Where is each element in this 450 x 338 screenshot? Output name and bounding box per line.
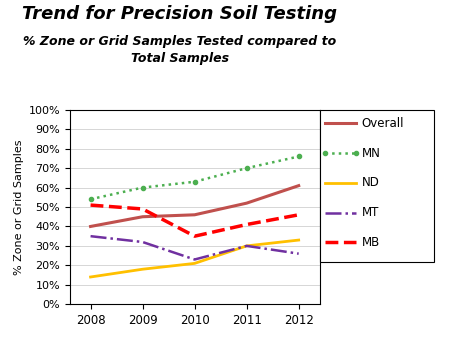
Text: Overall: Overall <box>362 117 404 130</box>
Text: MB: MB <box>362 236 380 249</box>
Y-axis label: % Zone or Grid Samples: % Zone or Grid Samples <box>14 139 24 275</box>
Text: Trend for Precision Soil Testing: Trend for Precision Soil Testing <box>22 5 338 23</box>
Text: MT: MT <box>362 206 379 219</box>
Text: MN: MN <box>362 147 381 160</box>
Text: % Zone or Grid Samples Tested compared to
Total Samples: % Zone or Grid Samples Tested compared t… <box>23 35 337 66</box>
Text: ND: ND <box>362 176 380 189</box>
